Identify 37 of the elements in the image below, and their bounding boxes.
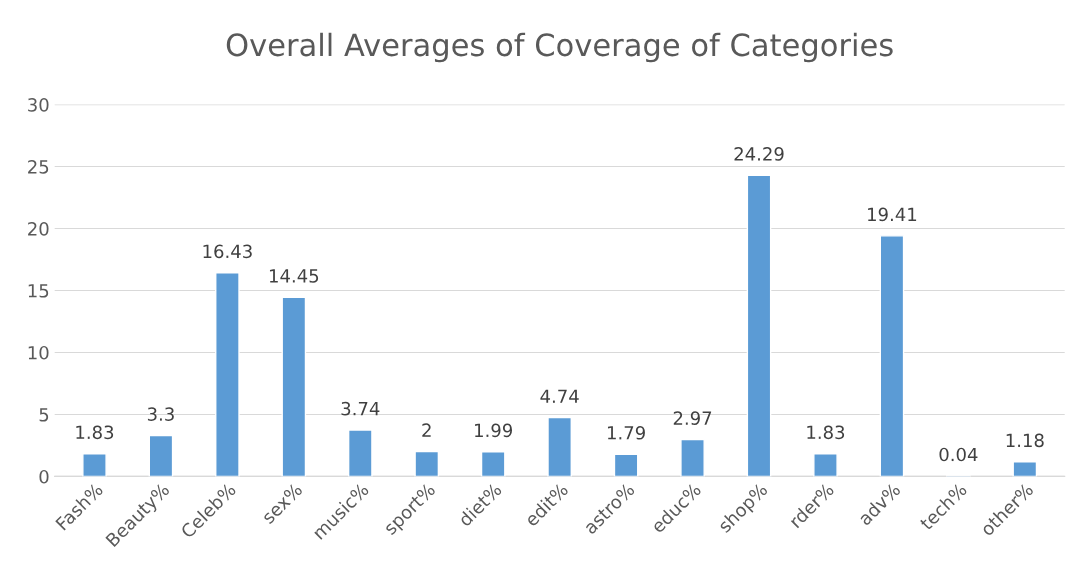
bar (879, 235, 905, 477)
y-tick-label: 25 (28, 160, 49, 174)
data-label: 1.18 (1006, 433, 1044, 448)
bar (148, 434, 174, 477)
chart-title: Overall Averages of Coverage of Categories (226, 32, 893, 63)
data-label: 1.83 (807, 425, 845, 440)
bar (680, 438, 705, 477)
data-label: 0.04 (939, 447, 978, 462)
data-label: 3.3 (147, 407, 174, 421)
y-tick-label: 0 (39, 469, 49, 484)
bar (215, 272, 240, 477)
bar (1012, 461, 1038, 477)
bar (347, 429, 373, 477)
bar (613, 453, 639, 477)
y-tick-label: 5 (39, 408, 49, 422)
data-label: 2 (422, 423, 431, 437)
bar (281, 296, 307, 477)
bar (746, 174, 772, 477)
data-label: 4.74 (540, 389, 579, 403)
y-tick-label: 10 (28, 345, 49, 360)
data-label: 14.45 (269, 269, 319, 283)
y-tick-label: 30 (28, 98, 49, 112)
data-label: 1.99 (475, 423, 513, 438)
y-tick-label: 20 (28, 221, 49, 236)
bar (414, 450, 440, 477)
data-label: 1.79 (607, 425, 645, 440)
data-label: 3.74 (341, 401, 380, 416)
data-label: 2.97 (673, 411, 712, 425)
bar (813, 453, 838, 477)
data-label: 1.83 (76, 425, 114, 440)
data-label: 19.41 (868, 207, 917, 222)
data-label: 24.29 (734, 147, 784, 161)
bar (547, 416, 572, 477)
y-tick-label: 15 (28, 284, 49, 298)
data-label: 16.43 (203, 244, 252, 259)
bar (480, 451, 506, 477)
bar (82, 453, 107, 477)
